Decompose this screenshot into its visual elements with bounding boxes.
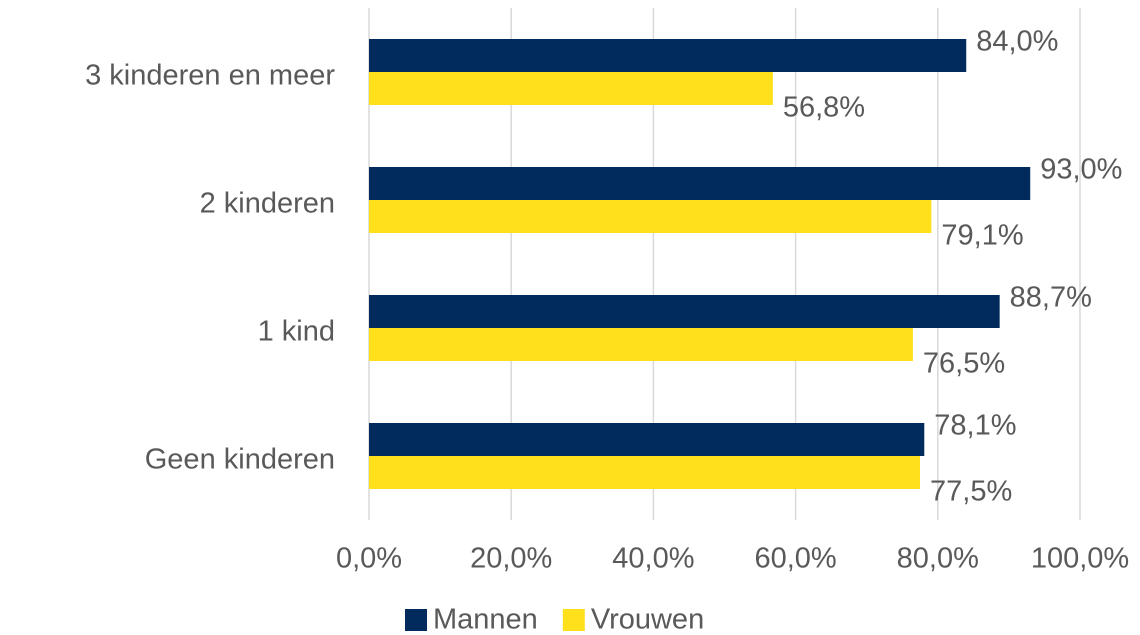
x-tick-label: 20,0% xyxy=(470,543,552,575)
legend-swatch xyxy=(562,609,585,631)
x-tick-label: 40,0% xyxy=(612,543,694,575)
value-label: 79,1% xyxy=(941,220,1023,252)
x-tick-label: 60,0% xyxy=(754,543,836,575)
x-tick-label: 0,0% xyxy=(336,543,402,575)
bar xyxy=(369,39,967,72)
value-label: 84,0% xyxy=(976,26,1058,58)
bar xyxy=(369,72,773,105)
value-label: 88,7% xyxy=(1010,282,1092,314)
bar xyxy=(369,295,1000,328)
y-tick-label: 3 kinderen en meer xyxy=(85,60,335,92)
bar xyxy=(369,200,932,233)
value-label: 77,5% xyxy=(930,476,1012,508)
x-tick-label: 100,0% xyxy=(1031,543,1129,575)
value-label: 76,5% xyxy=(923,348,1005,380)
legend-swatch xyxy=(405,609,427,631)
bar xyxy=(369,456,921,489)
x-tick-label: 80,0% xyxy=(897,543,979,575)
value-label: 56,8% xyxy=(783,92,865,124)
value-label: 93,0% xyxy=(1040,154,1122,186)
y-tick-label: 1 kind xyxy=(258,316,335,348)
bar xyxy=(369,423,925,456)
legend-label: Mannen xyxy=(433,604,538,635)
bar xyxy=(369,328,913,361)
y-tick-label: 2 kinderen xyxy=(200,188,335,220)
value-label: 78,1% xyxy=(934,410,1016,442)
y-tick-label: Geen kinderen xyxy=(145,444,335,476)
legend-label: Vrouwen xyxy=(591,604,704,635)
bar xyxy=(369,167,1031,200)
